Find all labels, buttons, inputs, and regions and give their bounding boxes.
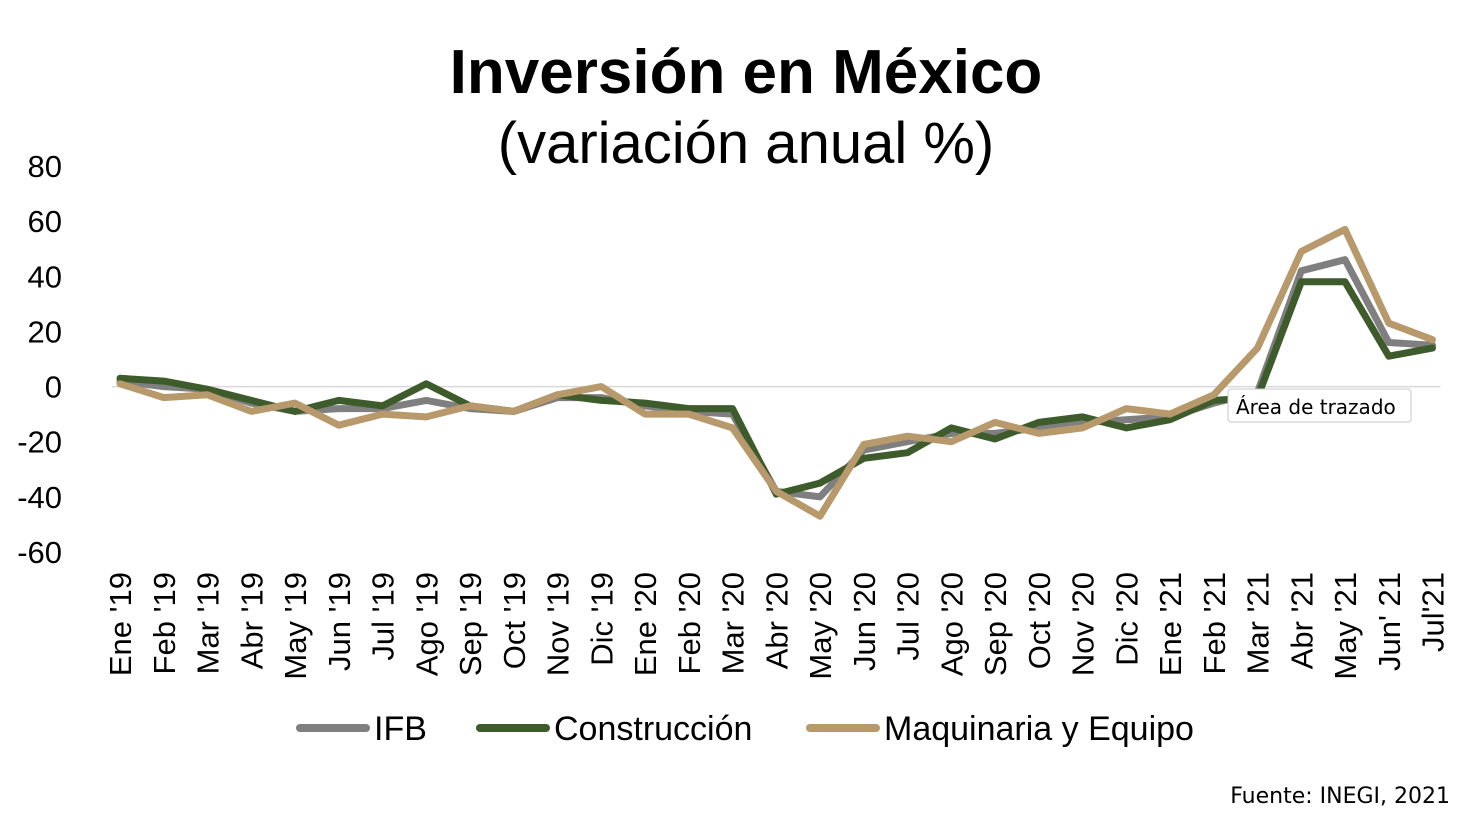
- x-tick-label: Jul '19: [366, 572, 401, 661]
- x-tick-label: Jun '19: [322, 572, 357, 671]
- x-tick-label: Oct '19: [497, 572, 532, 669]
- source-note: Fuente: INEGI, 2021: [1230, 784, 1450, 809]
- tooltip-text: Área de trazado: [1236, 395, 1396, 419]
- x-tick-label: Mar '19: [191, 572, 226, 674]
- series-line-1[interactable]: [116, 256, 1436, 501]
- y-tick-label: 20: [28, 314, 62, 349]
- x-tick-label: Ago '19: [409, 572, 444, 676]
- tooltip: Área de trazado: [1227, 388, 1412, 423]
- series-line-2[interactable]: [116, 278, 1436, 498]
- x-tick-label: May '19: [278, 572, 313, 680]
- chart-title: Inversión en México: [450, 38, 1043, 107]
- x-tick-label: Nov '20: [1066, 572, 1101, 676]
- x-tick-label: Ene '19: [103, 572, 138, 676]
- x-tick-label: May '21: [1328, 572, 1363, 680]
- x-tick-label: Jul'21: [1416, 572, 1451, 652]
- chart-subtitle: (variación anual %): [498, 111, 994, 176]
- x-tick-label: Ago '20: [934, 572, 969, 676]
- x-tick-label: Jun' 21: [1372, 572, 1407, 671]
- legend-label: Construcción: [554, 710, 752, 748]
- y-tick-label: 40: [28, 259, 62, 294]
- y-tick-label: -20: [17, 425, 62, 460]
- x-tick-label: Abr '21: [1284, 572, 1319, 669]
- x-tick-label: Abr '19: [234, 572, 269, 669]
- x-tick-label: Mar '21: [1241, 572, 1276, 674]
- legend-label: IFB: [374, 710, 427, 748]
- y-tick-label: -40: [17, 480, 62, 515]
- legend-item[interactable]: Maquinaria y Equipo: [806, 710, 1194, 748]
- legend-label: Maquinaria y Equipo: [884, 710, 1194, 748]
- legend: IFB Construcción Maquinaria y Equipo: [296, 710, 1194, 748]
- y-tick-label: 60: [28, 204, 62, 239]
- x-tick-label: Jul '20: [891, 572, 926, 661]
- x-tick-label: Sep '20: [978, 572, 1013, 676]
- x-tick-label: Nov '19: [541, 572, 576, 676]
- x-tick-label: Mar '20: [716, 572, 751, 674]
- x-tick-label: Jun '20: [847, 572, 882, 671]
- x-tick-label: Ene '20: [628, 572, 663, 676]
- x-tick-label: Feb '19: [147, 572, 182, 674]
- x-tick-label: Oct '20: [1022, 572, 1057, 669]
- x-tick-label: Ene '21: [1153, 572, 1188, 676]
- legend-item[interactable]: IFB: [296, 710, 427, 748]
- tooltip-box: [1227, 388, 1412, 423]
- series-line-3[interactable]: [116, 225, 1436, 520]
- x-tick-label: Dic '19: [584, 572, 619, 666]
- x-tick-label: Dic '20: [1109, 572, 1144, 666]
- x-tick-label: Feb '20: [672, 572, 707, 674]
- x-tick-label: Abr '20: [759, 572, 794, 669]
- x-tick-label: Feb '21: [1197, 572, 1232, 674]
- legend-item[interactable]: Construcción: [476, 710, 752, 748]
- y-tick-label: -60: [17, 535, 62, 570]
- y-tick-label: 0: [45, 370, 62, 405]
- x-tick-label: May '20: [803, 572, 838, 680]
- y-tick-label: 80: [28, 149, 62, 184]
- x-tick-label: Sep '19: [453, 572, 488, 676]
